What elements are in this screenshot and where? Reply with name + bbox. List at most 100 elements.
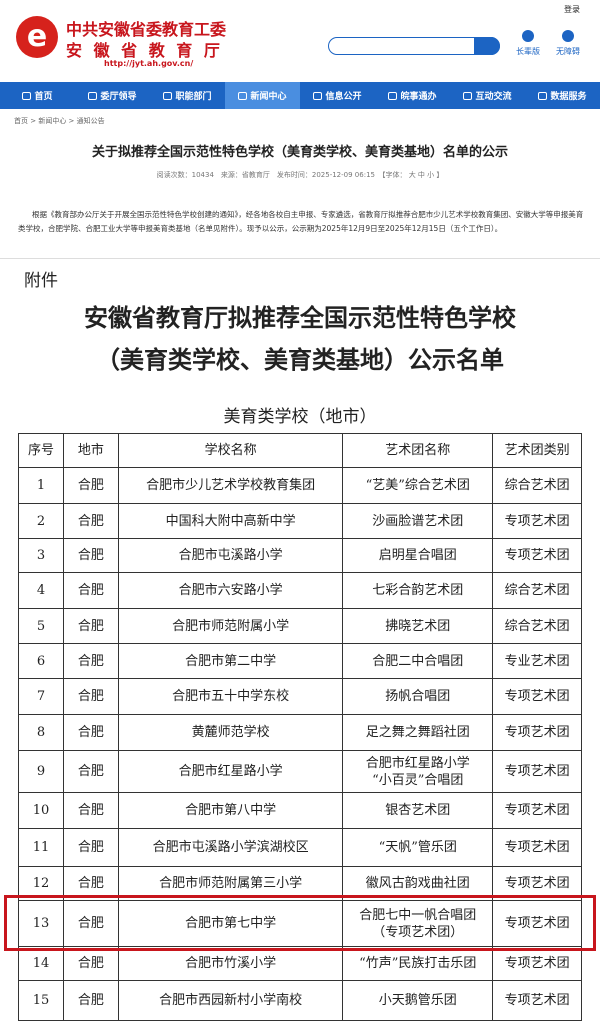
accessible-mode[interactable]: 无障碍 <box>556 47 580 56</box>
table-cell: 合肥 <box>62 714 119 751</box>
article-body: 根据《教育部办公厅关于开展全国示范性特色学校创建的通知》，经各地各校自主申报、专… <box>18 210 584 233</box>
nav-icon <box>238 91 248 100</box>
article-meta: 阅读次数：10434 来源：省教育厅 发布时间：2025-12-09 06:15… <box>156 171 444 179</box>
table-row: 2 合肥 中国科大附中高新中学 沙画脸谱艺术团 专项艺术团 <box>18 503 582 539</box>
nav-item[interactable]: 互动交流 <box>450 82 525 109</box>
separator: > <box>28 117 39 125</box>
table-cell: 合肥 <box>62 828 119 867</box>
table-cell: 专业艺术团 <box>492 643 582 679</box>
icon <box>562 30 574 42</box>
table-cell: 专项艺术团 <box>492 503 582 539</box>
site-name: 中共安徽省委教育工委 <box>66 20 227 39</box>
elder-mode[interactable]: 长辈版 <box>516 47 540 56</box>
attachment-label: 附件 <box>24 271 58 291</box>
table-cell: 5 <box>18 608 64 644</box>
table-cell: 专项艺术团 <box>492 900 582 947</box>
login[interactable]: 登录 <box>564 5 580 14</box>
table-row: 5 合肥 合肥市师范附属小学 拂晓艺术团 综合艺术团 <box>18 608 582 644</box>
table-cell: 1 <box>18 467 64 504</box>
table-cell: 合肥市红星路小学 “小百灵”合唱团 <box>342 750 494 793</box>
breadcrumb-link[interactable]: 新闻中心 <box>38 117 67 125</box>
doc-title: 安徽省教育厅拟推荐全国示范性特色学校 <box>84 303 516 332</box>
table-cell: 专项艺术团 <box>492 714 582 751</box>
table-cell: 合肥市红星路小学 <box>117 750 344 793</box>
table-cell: 黄麓师范学校 <box>117 714 344 751</box>
table-cell: 银杏艺术团 <box>342 792 494 829</box>
table-cell: 合肥市屯溪路小学滨湖校区 <box>117 828 344 867</box>
nav-label: 数据服务 <box>550 92 587 102</box>
nav-label: 职能部门 <box>175 92 212 102</box>
table-cell: 合肥市第二中学 <box>117 643 344 679</box>
header-cell: 学校名称 <box>117 433 344 468</box>
header-row: 序号 地市 学校名称 艺术团名称 艺术团类别 <box>18 433 582 468</box>
table-cell: 中国科大附中高新中学 <box>117 503 344 539</box>
table-cell: 8 <box>18 714 64 751</box>
logo: e <box>16 16 58 58</box>
table-cell: 综合艺术团 <box>492 608 582 644</box>
icon <box>522 30 534 42</box>
nav-item[interactable]: 信息公开 <box>300 82 375 109</box>
table-cell: 拂晓艺术团 <box>342 608 494 644</box>
table-cell: 合肥 <box>62 980 119 1021</box>
nav-label: 皖事通办 <box>400 92 437 102</box>
table-cell: 小天鹅管乐团 <box>342 980 494 1021</box>
table-cell: 合肥 <box>62 643 119 679</box>
table-cell: 专项艺术团 <box>492 946 582 981</box>
table-cell: 15 <box>18 980 64 1021</box>
table-cell: 6 <box>18 643 64 679</box>
svg-text:e: e <box>27 19 47 54</box>
table-row: 4 合肥 合肥市六安路小学 七彩合韵艺术团 综合艺术团 <box>18 572 582 609</box>
nav-item[interactable]: 职能部门 <box>150 82 225 109</box>
header-cell: 艺术团名称 <box>342 433 494 468</box>
table-cell: “天帆”管乐团 <box>342 828 494 867</box>
header-cell: 艺术团类别 <box>492 433 582 468</box>
table-cell: 合肥市竹溪小学 <box>117 946 344 981</box>
table-cell: 综合艺术团 <box>492 467 582 504</box>
table-cell: 合肥 <box>62 946 119 981</box>
table-cell: 沙画脸谱艺术团 <box>342 503 494 539</box>
nav-item[interactable]: 数据服务 <box>525 82 600 109</box>
nav-item[interactable]: 新闻中心 <box>225 82 300 109</box>
table-cell: 9 <box>18 750 64 793</box>
table-cell: 合肥市屯溪路小学 <box>117 538 344 573</box>
table-cell: 七彩合韵艺术团 <box>342 572 494 609</box>
table-cell: 综合艺术团 <box>492 572 582 609</box>
nav-icon <box>88 91 98 100</box>
table-row: 9 合肥 合肥市红星路小学 合肥市红星路小学 “小百灵”合唱团 专项艺术团 <box>18 750 582 793</box>
nav-icon <box>388 91 398 100</box>
table-cell: 合肥市五十中学东校 <box>117 678 344 715</box>
table-row: 7 合肥 合肥市五十中学东校 扬帆合唱团 专项艺术团 <box>18 678 582 715</box>
table-row: 1 合肥 合肥市少儿艺术学校教育集团 “艺美”综合艺术团 综合艺术团 <box>18 467 582 504</box>
table-cell: 合肥市师范附属小学 <box>117 608 344 644</box>
table-row: 11 合肥 合肥市屯溪路小学滨湖校区 “天帆”管乐团 专项艺术团 <box>18 828 582 867</box>
table-cell: 4 <box>18 572 64 609</box>
nav-icon <box>463 91 473 100</box>
table-row: 14 合肥 合肥市竹溪小学 “竹声”民族打击乐团 专项艺术团 <box>18 946 582 981</box>
table-cell: 合肥 <box>62 538 119 573</box>
table-cell: 14 <box>18 946 64 981</box>
article-title: 关于拟推荐全国示范性特色学校（美育类学校、美育类基地）名单的公示 <box>91 145 508 160</box>
table-cell: 足之舞之舞蹈社团 <box>342 714 494 751</box>
breadcrumb: 首页 > 新闻中心 > 通知公告 <box>14 116 105 126</box>
nav-label: 首页 <box>34 92 53 102</box>
site-name: 安 徽 省 教 育 厅 <box>66 41 223 60</box>
table-cell: 专项艺术团 <box>492 828 582 867</box>
table-cell: 合肥市西园新村小学南校 <box>117 980 344 1021</box>
table-cell: 合肥 <box>62 750 119 793</box>
search-button[interactable] <box>474 37 500 55</box>
nav-item[interactable]: 委厅领导 <box>75 82 150 109</box>
breadcrumb-link[interactable]: 通知公告 <box>76 117 105 125</box>
table-row: 8 合肥 黄麓师范学校 足之舞之舞蹈社团 专项艺术团 <box>18 714 582 751</box>
nav-icon <box>313 91 323 100</box>
nav-item[interactable]: 首页 <box>0 82 75 109</box>
table-cell: 专项艺术团 <box>492 538 582 573</box>
nav-label: 互动交流 <box>475 92 512 102</box>
nav-item[interactable]: 皖事通办 <box>375 82 450 109</box>
nav-label: 信息公开 <box>325 92 362 102</box>
table-cell: 合肥市六安路小学 <box>117 572 344 609</box>
table-cell: 专项艺术团 <box>492 980 582 1021</box>
table-cell: “艺美”综合艺术团 <box>342 467 494 504</box>
breadcrumb-link[interactable]: 首页 <box>14 117 28 125</box>
doc-title: （美育类学校、美育类基地）公示名单 <box>96 345 504 374</box>
nav-bar: 首页 委厅领导 职能部门 新闻中心 信息公开 皖事通办 互动交流 数据服务 <box>0 82 600 109</box>
